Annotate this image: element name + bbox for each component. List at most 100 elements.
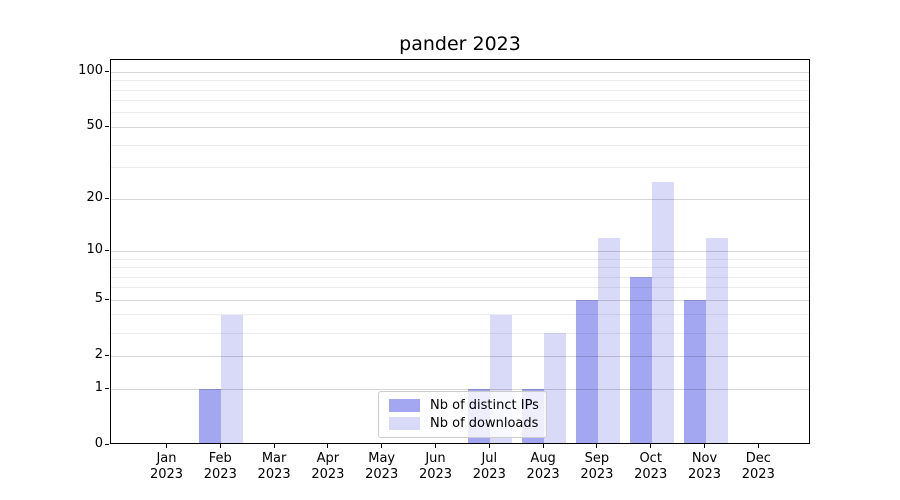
chart-title: pander 2023 [399,33,521,55]
x-tick-label: Oct 2023 [623,451,679,483]
x-tick-label: May 2023 [354,451,410,483]
x-tick-mark [596,444,598,448]
x-tick-year: 2023 [634,467,668,482]
y-tick-mark [105,249,109,251]
y-tick-label: 0 [94,436,103,451]
x-tick-label: Aug 2023 [515,451,571,483]
gridline-major [111,198,809,200]
x-tick-year: 2023 [472,467,506,482]
bar-downloads-feb [221,314,244,443]
gridline-minor [111,276,809,278]
x-tick-month: Feb [208,451,232,466]
gridline-minor [111,112,809,114]
gridline-minor [111,332,809,334]
bar-distinct-ips-oct [629,277,652,443]
gridline-major [111,250,809,252]
x-tick-month: Oct [639,451,662,466]
bar-downloads-aug [544,333,567,443]
gridline-major [111,388,809,390]
x-tick-year: 2023 [741,467,775,482]
y-tick-label: 2 [94,347,103,363]
x-tick-label: Sep 2023 [569,451,625,483]
y-tick-label: 50 [86,118,103,134]
x-tick-year: 2023 [580,467,614,482]
y-tick-mark [105,443,109,445]
y-tick-label: 20 [86,190,103,206]
legend-item-distinct-ips: Nb of distinct IPs [389,398,539,413]
x-tick-mark [435,444,436,448]
gridline-minor [111,287,809,289]
x-tick-month: Sep [584,451,610,466]
y-tick-mark [105,197,109,199]
x-tick-mark [166,444,167,448]
x-tick-mark [704,444,705,448]
x-tick-year: 2023 [526,467,560,482]
grid-layer [111,60,809,443]
bar-distinct-ips-sep [575,300,598,443]
x-tick-mark [757,444,759,448]
gridline-major [111,71,809,73]
x-tick-label: Nov 2023 [677,451,733,483]
x-tick-year: 2023 [418,467,453,482]
x-tick-label: Jan 2023 [139,451,195,483]
x-tick-month: Aug [530,451,556,466]
x-tick-month: Dec [745,451,771,466]
x-tick-month: Jun [425,451,446,466]
gridline-minor [111,100,809,102]
x-tick-year: 2023 [311,467,345,482]
y-tick-mark [105,387,109,389]
x-tick-mark [650,444,652,448]
x-tick-label: Dec 2023 [730,451,786,483]
x-tick-year: 2023 [257,467,291,482]
x-tick-year: 2023 [687,467,722,482]
x-tick-label: Feb 2023 [192,451,248,483]
x-tick-year: 2023 [203,467,237,482]
x-tick-month: Jan [156,451,177,466]
legend-label-downloads: Nb of downloads [430,416,539,431]
x-tick-mark [488,444,490,448]
bars-layer [111,60,809,443]
bar-distinct-ips-nov [683,300,706,443]
gridline-minor [111,258,809,260]
x-tick-month: Apr [316,451,340,466]
gridline-minor [111,267,809,268]
y-tick-mark [105,125,109,127]
gridline-major [111,299,809,301]
legend: Nb of distinct IPs Nb of downloads [378,391,547,438]
y-tick-label: 100 [78,63,103,79]
x-tick-year: 2023 [149,467,184,482]
legend-label-distinct-ips: Nb of distinct IPs [430,398,539,413]
x-tick-label: Mar 2023 [246,451,302,483]
gridline-minor [111,80,809,82]
gridline-major [111,126,809,128]
x-tick-mark [273,444,275,448]
legend-item-downloads: Nb of downloads [389,416,538,431]
legend-swatch-downloads [389,417,420,430]
x-tick-mark [381,444,383,448]
y-tick-label: 10 [86,242,103,258]
x-tick-mark [327,444,329,448]
gridline-minor [111,167,809,169]
y-tick-mark [105,354,109,356]
x-tick-mark [219,444,221,448]
bar-distinct-ips-feb [199,389,222,443]
x-tick-month: Jul [481,451,498,466]
y-tick-mark [105,298,109,300]
y-tick-label: 5 [94,291,103,307]
gridline-major [111,355,809,357]
gridline-minor [111,314,809,316]
bar-downloads-nov [705,237,728,443]
bar-downloads-oct [651,181,674,443]
plot-area [110,59,810,444]
x-tick-year: 2023 [365,467,399,482]
x-tick-month: May [368,451,396,466]
y-tick-mark [105,70,109,72]
legend-swatch-distinct-ips [389,399,420,412]
bar-downloads-sep [597,237,620,443]
gridline-minor [111,89,809,91]
y-tick-label: 1 [94,380,103,395]
x-tick-label: Apr 2023 [300,451,356,483]
x-tick-label: Jul 2023 [461,451,517,483]
x-tick-mark [542,444,544,448]
